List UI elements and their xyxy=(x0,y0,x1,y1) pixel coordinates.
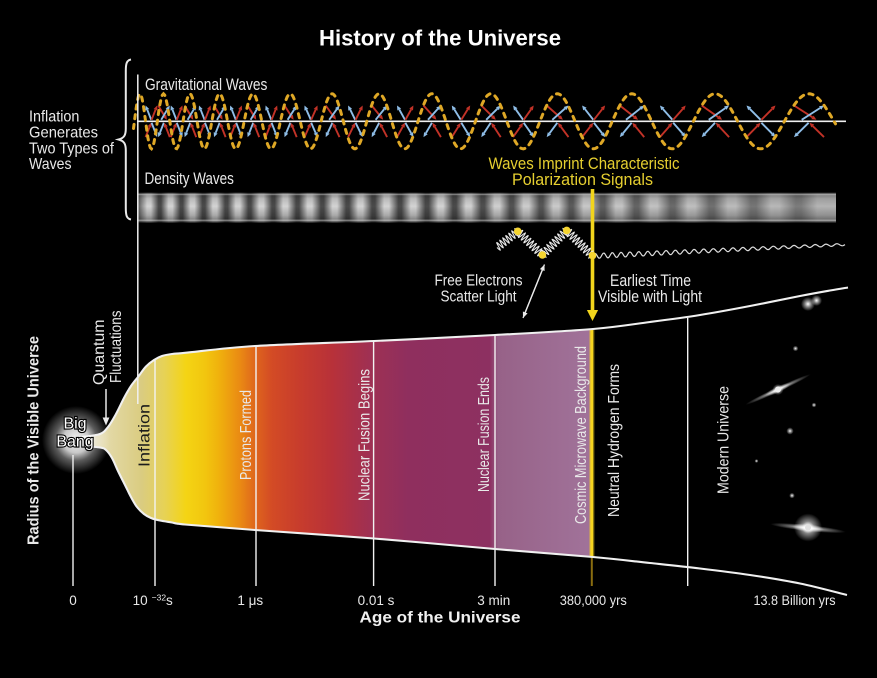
svg-text:Waves: Waves xyxy=(29,156,72,173)
svg-text:Two Types of: Two Types of xyxy=(29,140,114,157)
svg-text:Nuclear Fusion Begins: Nuclear Fusion Begins xyxy=(357,369,374,501)
svg-text:Scatter Light: Scatter Light xyxy=(441,289,518,306)
svg-text:0: 0 xyxy=(69,593,77,608)
svg-text:3 min: 3 min xyxy=(477,593,510,608)
svg-text:Protons Formed: Protons Formed xyxy=(238,390,255,480)
svg-text:Earliest Time: Earliest Time xyxy=(610,272,691,290)
svg-text:Bang: Bang xyxy=(56,434,93,451)
svg-text:Visible with Light: Visible with Light xyxy=(598,288,702,306)
svg-text:Gravitational Waves: Gravitational Waves xyxy=(145,75,267,94)
svg-text:Polarization Signals: Polarization Signals xyxy=(512,170,653,189)
svg-text:Fluctuations: Fluctuations xyxy=(108,310,125,383)
svg-text:Inflation: Inflation xyxy=(29,109,79,126)
svg-text:Age of the Universe: Age of the Universe xyxy=(360,610,521,627)
svg-text:Cosmic Microwave Background: Cosmic Microwave Background xyxy=(573,346,590,524)
svg-text:Free Electrons: Free Electrons xyxy=(435,273,523,290)
svg-text:History of the Universe: History of the Universe xyxy=(319,26,561,51)
svg-text:0.01 s: 0.01 s xyxy=(358,593,395,608)
svg-text:Inflation: Inflation xyxy=(137,404,154,467)
svg-text:Waves Imprint Characteristic: Waves Imprint Characteristic xyxy=(489,154,680,173)
svg-text:Quantum: Quantum xyxy=(91,319,108,385)
svg-text:Density Waves: Density Waves xyxy=(145,169,234,188)
svg-text:Generates: Generates xyxy=(29,124,98,141)
svg-text:Big: Big xyxy=(63,416,86,433)
svg-text:1 μs: 1 μs xyxy=(237,593,263,608)
svg-text:380,000 yrs: 380,000 yrs xyxy=(560,593,627,608)
svg-text:Radius of the Visible Universe: Radius of the Visible Universe xyxy=(26,336,43,545)
svg-text:13.8 Billion yrs: 13.8 Billion yrs xyxy=(754,593,836,608)
svg-text:Neutral Hydrogen Forms: Neutral Hydrogen Forms xyxy=(606,364,623,517)
svg-text:Nuclear Fusion Ends: Nuclear Fusion Ends xyxy=(476,377,493,492)
svg-text:Modern Universe: Modern Universe xyxy=(716,386,733,494)
